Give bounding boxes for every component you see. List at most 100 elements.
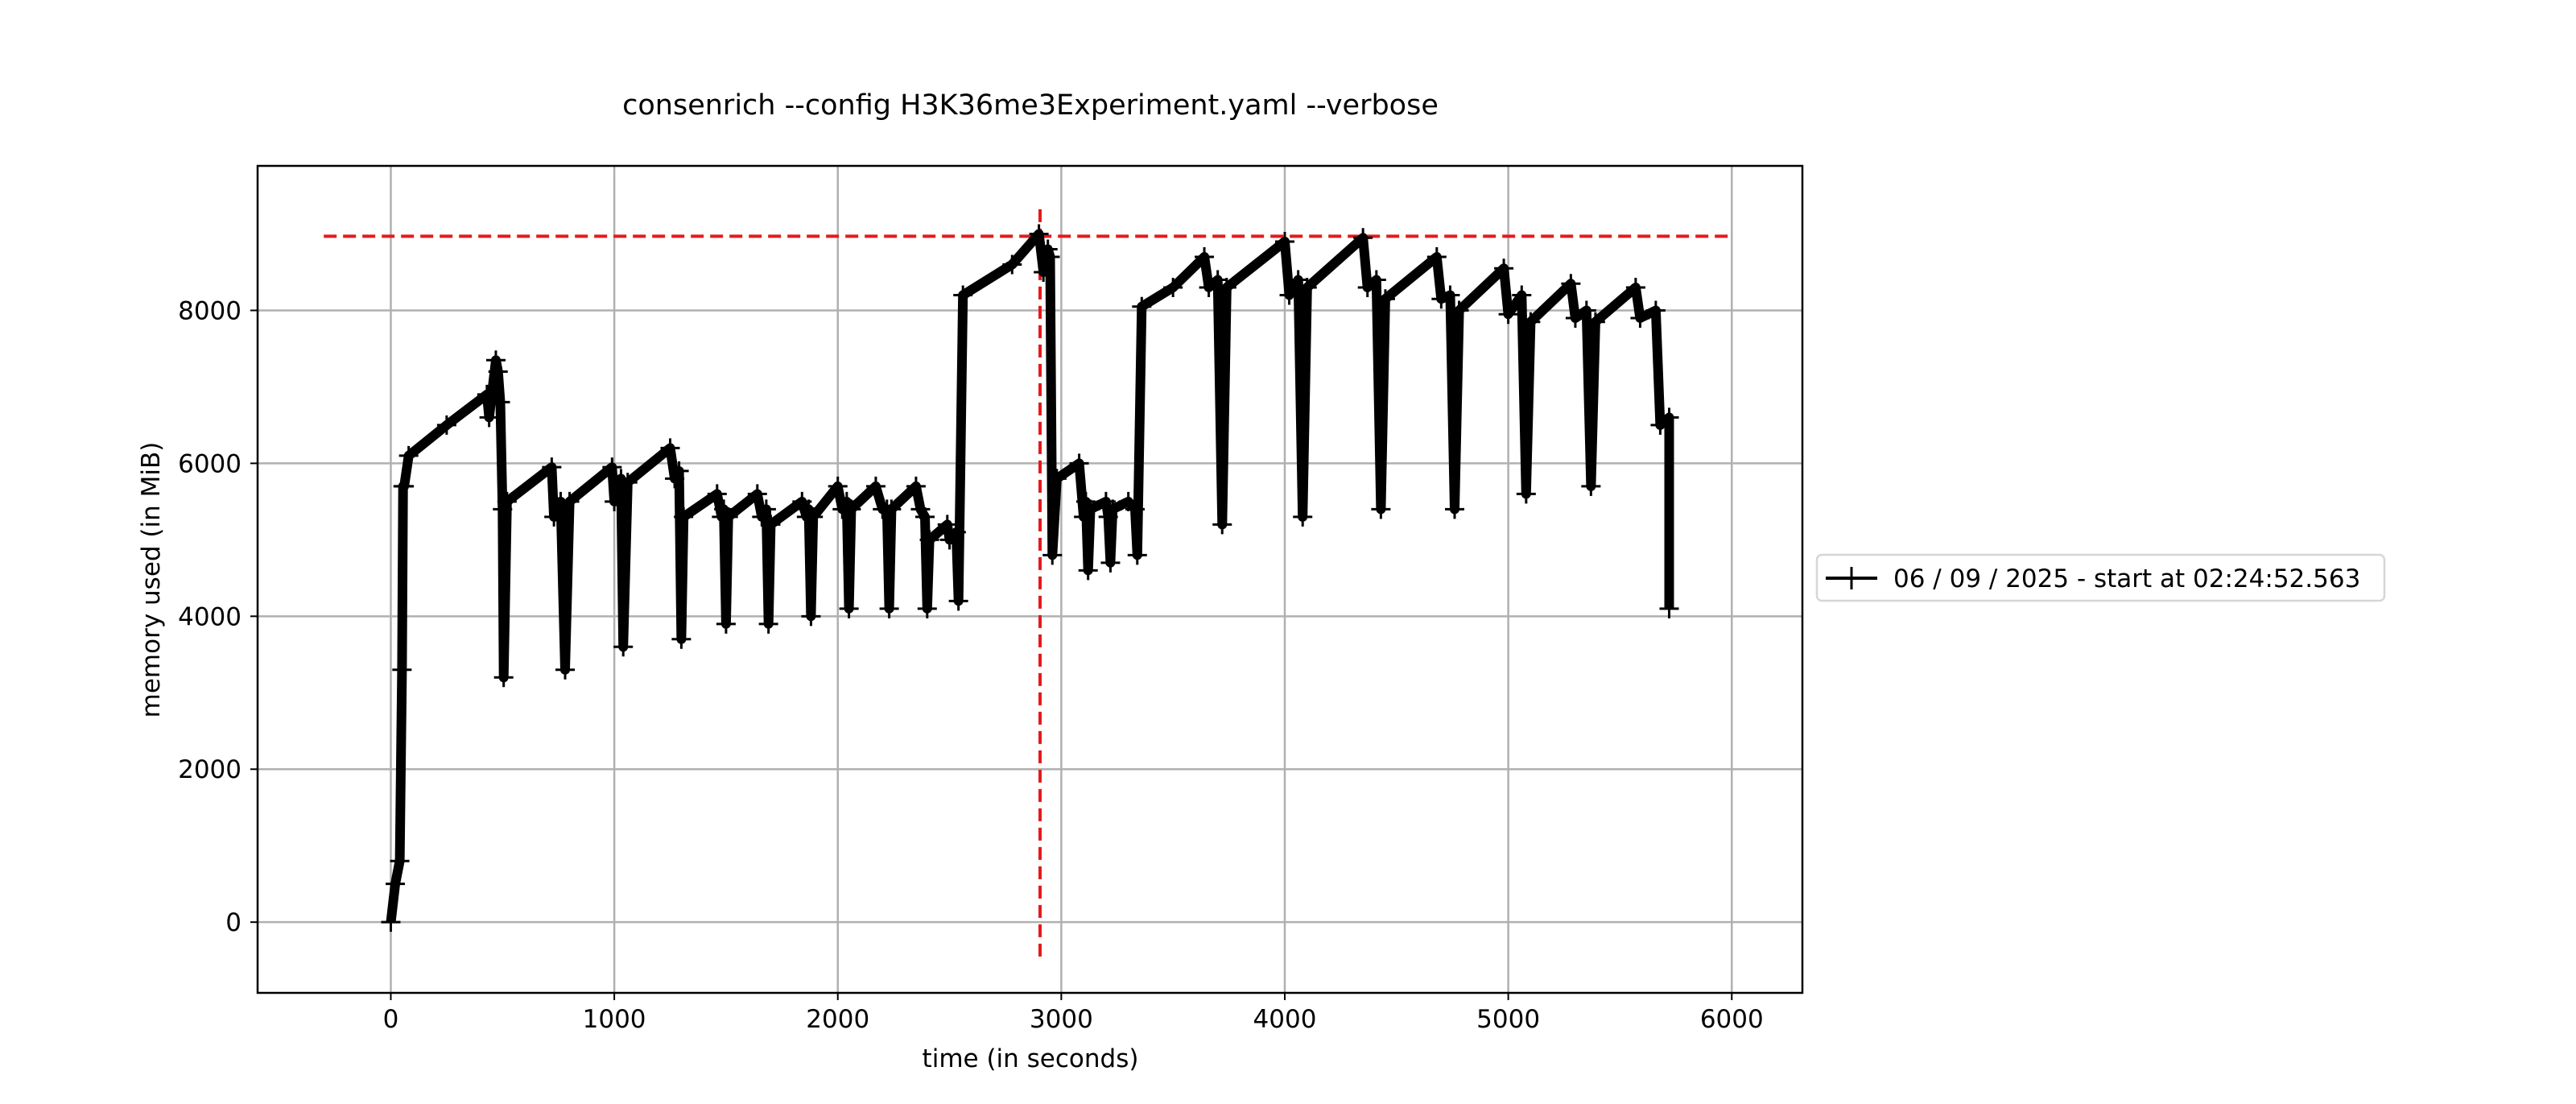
data-point-marker	[1512, 285, 1532, 305]
data-point-marker	[1521, 312, 1541, 332]
data-point-marker	[1375, 289, 1395, 309]
data-point-marker	[747, 484, 767, 504]
data-point-marker	[555, 660, 576, 680]
data-point-marker	[1103, 499, 1123, 519]
data-point-marker	[617, 473, 638, 493]
data-point-marker	[761, 515, 781, 535]
data-point-marker	[1125, 499, 1145, 519]
data-point-marker	[1440, 285, 1460, 305]
data-point-marker	[1029, 224, 1049, 244]
y-axis-label: memory used (in MiB)	[137, 442, 166, 718]
data-point-marker	[946, 522, 966, 542]
data-point-marker	[394, 476, 415, 496]
data-point-marker	[493, 668, 514, 688]
y-axis-ticks: 0 2000 4000 6000 8000	[178, 296, 258, 937]
data-point-marker	[1100, 552, 1121, 573]
data-point-marker	[1216, 277, 1236, 297]
data-point-marker	[479, 407, 499, 428]
data-point-marker	[674, 507, 694, 527]
data-point-marker	[605, 491, 625, 511]
data-point-marker	[1426, 247, 1447, 267]
data-point-marker	[386, 874, 406, 894]
data-point-marker	[542, 457, 562, 478]
data-point-marker	[906, 476, 926, 496]
plot-area-frame	[256, 164, 1804, 994]
data-point-marker	[881, 499, 902, 519]
data-point-marker	[477, 384, 497, 404]
data-point-marker	[1659, 598, 1679, 618]
legend-frame	[1815, 553, 2386, 602]
data-point-marker	[948, 591, 968, 611]
data-point-marker	[1132, 296, 1152, 316]
x-axis-ticks: 0 1000 2000 3000 4000 5000 6000	[383, 993, 1764, 1034]
data-point-marker	[865, 476, 886, 496]
data-point-marker	[671, 629, 691, 649]
data-point-marker	[1275, 232, 1294, 252]
data-point-marker	[1565, 308, 1585, 328]
data-point-marker	[1212, 515, 1232, 535]
data-point-marker	[1034, 262, 1054, 282]
x-axis-label: time (in seconds)	[923, 1044, 1139, 1073]
data-point-marker	[1630, 308, 1650, 328]
data-point-marker	[1127, 545, 1147, 565]
y-tick-label: 2000	[178, 755, 242, 784]
data-point-marker	[613, 637, 634, 657]
data-point-marker	[1516, 484, 1536, 504]
y-tick-label: 4000	[178, 602, 242, 631]
data-point-marker	[917, 598, 937, 618]
series-group	[381, 224, 1679, 932]
data-point-marker	[485, 350, 506, 370]
data-point-marker	[828, 476, 848, 496]
data-point-marker	[1080, 499, 1100, 519]
data-point-marker	[1576, 300, 1596, 320]
data-point-marker	[1040, 247, 1060, 267]
x-tick-label: 0	[383, 1005, 399, 1034]
data-point-marker	[1445, 499, 1464, 519]
data-point-marker	[392, 660, 412, 680]
data-point-marker	[803, 507, 824, 527]
data-point-marker	[1163, 277, 1183, 297]
data-point-marker	[390, 851, 410, 871]
data-point-marker	[497, 491, 517, 511]
data-point-marker	[1561, 274, 1581, 294]
legend: 06 / 09 / 2025 - start at 02:24:52.563	[1815, 553, 2386, 602]
data-point-marker	[490, 392, 510, 412]
data-point-marker	[660, 438, 680, 458]
data-point-marker	[1431, 289, 1451, 309]
data-point-marker	[915, 507, 935, 527]
data-point-marker	[1371, 499, 1391, 519]
data-point-marker	[841, 499, 861, 519]
x-tick-label: 4000	[1253, 1005, 1317, 1034]
data-point-marker	[716, 614, 736, 634]
data-point-marker	[1069, 453, 1089, 473]
data-point-marker	[756, 499, 776, 519]
peak-lines	[324, 203, 1732, 957]
data-point-marker	[1449, 300, 1469, 320]
data-point-marker	[381, 912, 401, 932]
data-point-marker	[1659, 407, 1679, 428]
data-point-marker	[1581, 476, 1601, 496]
x-tick-label: 2000	[806, 1005, 869, 1034]
data-point-marker	[707, 484, 727, 504]
x-tick-label: 1000	[583, 1005, 646, 1034]
y-tick-label: 0	[225, 908, 242, 937]
data-point-marker	[488, 362, 508, 382]
data-point-marker	[398, 445, 419, 465]
data-point-marker	[544, 507, 564, 527]
data-point-marker	[1645, 300, 1666, 320]
chart-title: consenrich --config H3K36me3Experiment.y…	[622, 89, 1439, 122]
data-point-marker	[1498, 304, 1518, 325]
x-tick-label: 5000	[1476, 1005, 1540, 1034]
y-tick-label: 8000	[178, 296, 242, 325]
data-point-marker	[839, 598, 859, 618]
legend-entry: 06 / 09 / 2025 - start at 02:24:52.563	[1893, 564, 2360, 593]
data-point-marker	[559, 491, 580, 511]
x-tick-label: 3000	[1030, 1005, 1093, 1034]
data-point-marker	[1279, 285, 1299, 305]
data-point-marker	[758, 614, 778, 634]
data-point-marker	[1195, 247, 1215, 267]
data-point-marker	[879, 598, 899, 618]
data-point-marker	[953, 285, 973, 305]
data-point-marker	[436, 415, 456, 435]
